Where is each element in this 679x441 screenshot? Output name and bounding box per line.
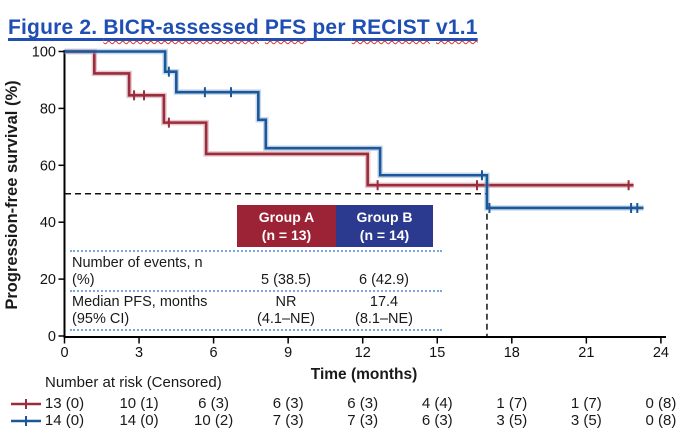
at-risk-value: 6 (3) bbox=[272, 395, 304, 412]
at-risk-value: 0 (8) bbox=[645, 395, 677, 412]
table-header-group-a: Group A (n = 13) bbox=[237, 205, 336, 247]
at-risk-value: 1 (7) bbox=[496, 395, 528, 412]
table-divider bbox=[70, 329, 442, 331]
km-curve-group-a bbox=[64, 50, 634, 187]
at-risk-row-group-a: 13 (0) 10 (1) 6 (3) 6 (3) 6 (3) 4 (4) 1 (7) 1 (… bbox=[0, 395, 679, 412]
title-word-spellcheck-underline: BICR-assessed bbox=[103, 16, 259, 40]
group-a-title: Group A bbox=[258, 209, 315, 225]
table-divider bbox=[70, 250, 442, 252]
group-a-subtitle: (n = 13) bbox=[261, 227, 312, 243]
at-risk-value: 6 (3) bbox=[198, 395, 230, 412]
x-tick-label: 12 bbox=[355, 345, 371, 361]
km-curve-halo-group-a bbox=[64, 48, 634, 188]
at-risk-value: 10 (1) bbox=[119, 395, 159, 412]
table-divider bbox=[70, 290, 442, 292]
title-word-spellcheck-underline: PFS bbox=[264, 16, 307, 40]
table-value-median-group-a: NR (4.1–NE) bbox=[256, 294, 316, 327]
at-risk-value: 14 (0) bbox=[119, 412, 159, 429]
table-row-label-median-pfs: Median PFS, months (95% CI) bbox=[72, 294, 208, 327]
y-tick-label: 60 bbox=[40, 158, 56, 174]
at-risk-value: 7 (3) bbox=[272, 412, 304, 429]
at-risk-value: 6 (3) bbox=[421, 412, 453, 429]
y-tick-label: 0 bbox=[48, 329, 56, 345]
x-tick-label: 0 bbox=[60, 345, 68, 361]
table-row-label-events: Number of events, n (%) bbox=[72, 255, 203, 288]
at-risk-value: 3 (5) bbox=[570, 412, 602, 429]
at-risk-value: 3 (5) bbox=[496, 412, 528, 429]
at-risk-value: 4 (4) bbox=[421, 395, 453, 412]
table-header-group-b: Group B (n = 14) bbox=[336, 205, 433, 247]
title-word-spellcheck-underline: RECIST bbox=[351, 16, 430, 40]
table-value-events-group-a: 5 (38.5) bbox=[261, 272, 311, 288]
x-tick-label: 6 bbox=[210, 345, 218, 361]
figure-title: Figure 2. BICR-assessed PFS per RECIST v… bbox=[8, 16, 478, 40]
group-b-title: Group B bbox=[356, 209, 413, 225]
group-a-censor-legend-icon bbox=[11, 399, 41, 409]
y-tick-label: 20 bbox=[40, 272, 56, 288]
group-b-subtitle: (n = 14) bbox=[359, 227, 410, 243]
at-risk-value: 13 (0) bbox=[44, 395, 85, 412]
y-tick-label: 80 bbox=[40, 101, 56, 117]
at-risk-value: 14 (0) bbox=[44, 412, 85, 429]
table-value-median-group-b: 17.4 (8.1–NE) bbox=[354, 294, 414, 327]
x-tick-label: 18 bbox=[504, 345, 520, 361]
x-tick-label: 24 bbox=[653, 345, 669, 361]
x-tick-label: 15 bbox=[429, 345, 445, 361]
y-axis-title: Progression-free survival (%) bbox=[3, 80, 21, 310]
y-tick-label: 40 bbox=[40, 215, 56, 231]
x-tick-label: 3 bbox=[135, 345, 143, 361]
title-text: per bbox=[306, 16, 352, 40]
x-axis-title: Time (months) bbox=[310, 366, 418, 383]
at-risk-value: 10 (2) bbox=[194, 412, 234, 429]
number-at-risk-header: Number at risk (Censored) bbox=[45, 374, 222, 391]
y-tick-label: 100 bbox=[32, 45, 56, 61]
at-risk-value: 1 (7) bbox=[570, 395, 602, 412]
x-tick-label: 21 bbox=[578, 345, 594, 361]
title-word-spellcheck-underline: v1.1 bbox=[436, 16, 478, 40]
at-risk-row-group-b: 14 (0) 14 (0) 10 (2) 7 (3) 7 (3) 6 (3) 3 (5) 3 … bbox=[0, 412, 679, 429]
at-risk-value: 0 (8) bbox=[645, 412, 677, 429]
title-text: Figure 2. bbox=[8, 16, 104, 40]
group-b-censor-legend-icon bbox=[11, 416, 41, 426]
km-curve-group-b bbox=[64, 50, 644, 210]
x-tick-label: 9 bbox=[284, 345, 292, 361]
table-value-events-group-b: 6 (42.9) bbox=[359, 272, 409, 288]
at-risk-value: 7 (3) bbox=[347, 412, 379, 429]
at-risk-value: 6 (3) bbox=[347, 395, 379, 412]
